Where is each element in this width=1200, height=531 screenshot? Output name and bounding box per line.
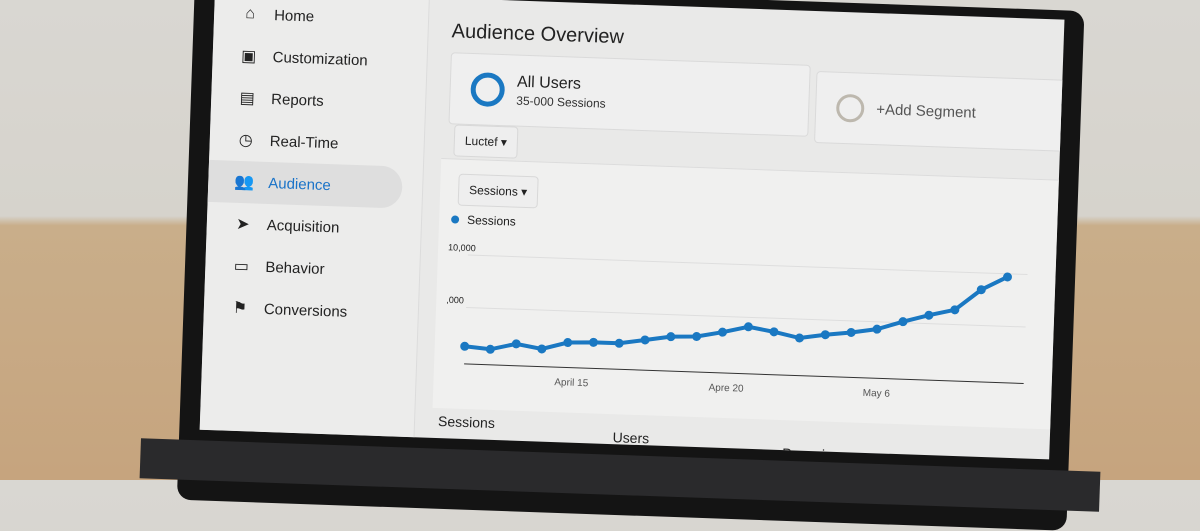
data-point xyxy=(589,337,599,347)
data-point xyxy=(718,327,728,337)
sidebar-item-label: Conversions xyxy=(263,300,348,321)
data-point xyxy=(743,322,753,332)
data-point xyxy=(1002,272,1012,282)
sessions-line xyxy=(464,275,1009,352)
add-segment-ring-icon xyxy=(835,93,865,123)
page-title: Audience Overview xyxy=(451,20,625,49)
segment-sessions: 35-000 Sessions xyxy=(516,93,606,111)
sidebar-item-label: Real-Time xyxy=(269,132,339,152)
gridline xyxy=(467,254,1028,276)
data-point xyxy=(950,305,960,315)
x-axis xyxy=(464,363,1024,384)
add-segment-label: +Add Segment xyxy=(875,100,977,122)
sidebar-item-label: Reports xyxy=(270,90,325,110)
sidebar-item-conversions[interactable]: ⚑ Conversions xyxy=(203,286,398,335)
behavior-icon: ▭ xyxy=(233,257,250,276)
data-point xyxy=(537,344,547,354)
x-tick-label: May 6 xyxy=(863,388,891,400)
data-point xyxy=(872,324,882,334)
sidebar-item-behavior[interactable]: ▭ Behavior xyxy=(205,244,400,293)
data-point xyxy=(976,285,986,295)
sidebar-item-label: Acquisition xyxy=(266,216,340,236)
legend-label: Sessions xyxy=(467,213,516,229)
sidebar-item-label: Audience xyxy=(268,174,332,194)
stat-users: Users xyxy=(612,429,650,447)
stat-sessions: Sessions xyxy=(437,413,496,432)
data-point xyxy=(820,330,830,340)
data-point xyxy=(614,338,624,348)
segment-name: All Users xyxy=(516,73,582,93)
metric-dropdown[interactable]: Sessions ▾ xyxy=(457,173,539,209)
sessions-chart: Sessions 10,000 ,000 April 15 Apre 20 May 6 xyxy=(446,213,1028,400)
tab-dropdown-label: Luctef xyxy=(464,133,498,149)
screen: ⌂ Home ▣ Customization ▤ Reports ◷ Real-Time 👥 Au… xyxy=(199,0,1065,460)
customization-icon: ▣ xyxy=(240,47,257,66)
data-point xyxy=(640,335,650,345)
y-tick-label: 10,000 xyxy=(448,242,476,253)
reports-icon: ▤ xyxy=(239,89,256,108)
clock-icon: ◷ xyxy=(238,131,254,150)
sidebar-item-real-time[interactable]: ◷ Real-Time xyxy=(209,118,404,167)
add-segment-button[interactable]: +Add Segment xyxy=(814,71,1065,153)
sidebar-item-label: Customization xyxy=(272,48,368,69)
data-point xyxy=(924,310,934,320)
sidebar-item-acquisition[interactable]: ➤ Acquisition xyxy=(206,202,401,251)
sidebar-item-reports[interactable]: ▤ Reports xyxy=(211,76,406,125)
data-point xyxy=(485,344,495,354)
x-tick-label: April 15 xyxy=(554,377,589,389)
data-point xyxy=(563,338,573,348)
data-point xyxy=(666,332,676,342)
data-point xyxy=(846,327,856,337)
people-icon: 👥 xyxy=(234,173,255,192)
y-tick-label: ,000 xyxy=(446,295,464,306)
sidebar-item-label: Home xyxy=(273,6,315,25)
home-icon: ⌂ xyxy=(245,5,256,23)
sidebar-item-customization[interactable]: ▣ Customization xyxy=(212,34,407,83)
sidebar-item-audience[interactable]: 👥 Audience xyxy=(207,159,403,209)
data-point xyxy=(769,327,779,337)
data-point xyxy=(898,317,908,327)
data-point xyxy=(692,332,702,342)
data-point xyxy=(794,333,804,343)
metric-dropdown-label: Sessions xyxy=(468,182,519,199)
sidebar: ⌂ Home ▣ Customization ▤ Reports ◷ Real-Time 👥 Au… xyxy=(199,0,430,438)
segment-all-users[interactable]: All Users 35-000 Sessions xyxy=(448,52,811,137)
x-tick-label: Apre 20 xyxy=(708,382,744,394)
data-point xyxy=(460,341,470,351)
sidebar-item-label: Behavior xyxy=(265,258,325,278)
main-content: Audience Overview All Users 35-000 Sessi… xyxy=(432,0,1065,459)
acquisition-icon: ➤ xyxy=(235,215,250,234)
legend-dot xyxy=(451,215,460,224)
segment-ring-icon xyxy=(470,71,506,108)
chart-card: Sessions ▾ Sessions 10,000 ,000 April 15 Apr… xyxy=(432,157,1059,430)
gridline xyxy=(466,306,1026,328)
flag-icon: ⚑ xyxy=(232,299,248,318)
tab-dropdown[interactable]: Luctef ▾ xyxy=(453,124,519,159)
data-point xyxy=(511,339,521,349)
